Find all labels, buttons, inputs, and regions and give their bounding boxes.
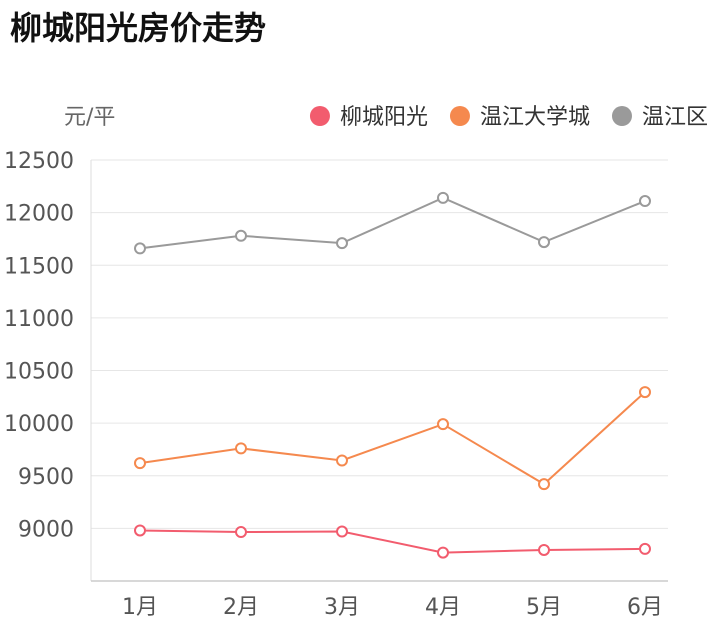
data-point[interactable] (336, 237, 348, 250)
y-tick-label: 11500 (4, 254, 74, 279)
data-point[interactable] (639, 195, 651, 208)
x-tick-label: 3月 (324, 595, 360, 620)
data-point[interactable] (235, 526, 247, 539)
y-axis-unit-label: 元/平 (64, 105, 115, 130)
data-point[interactable] (134, 524, 146, 537)
x-tick-label: 1月 (122, 595, 158, 620)
data-point[interactable] (538, 236, 550, 249)
grid-lines (91, 159, 668, 529)
series-3 (134, 191, 651, 255)
x-tick-label: 6月 (627, 595, 663, 620)
data-point[interactable] (134, 242, 146, 255)
legend-item[interactable]: 柳城阳光 (309, 105, 428, 130)
y-tick-label: 11000 (4, 307, 74, 332)
y-tick-label: 12000 (4, 202, 74, 227)
y-tick-label: 12500 (4, 149, 74, 174)
data-point[interactable] (639, 542, 651, 555)
legend-marker (449, 106, 470, 126)
y-tick-label: 9500 (18, 465, 74, 490)
legend-item[interactable]: 温江大学城 (449, 105, 590, 130)
series-1 (134, 524, 651, 559)
y-tick-label: 10000 (4, 412, 74, 437)
series-2 (134, 386, 651, 491)
data-point[interactable] (538, 543, 550, 556)
x-tick-label: 5月 (526, 595, 562, 620)
data-point[interactable] (437, 546, 449, 559)
data-point[interactable] (235, 229, 247, 242)
data-point[interactable] (235, 442, 247, 455)
data-point[interactable] (134, 457, 146, 470)
page-title: 柳城阳光房价走势 (10, 9, 267, 47)
series-line (139, 196, 646, 250)
series-layer (134, 191, 651, 559)
x-tick-label: 2月 (223, 595, 259, 620)
data-point[interactable] (336, 454, 348, 467)
legend-label: 柳城阳光 (340, 105, 428, 130)
legend-marker (611, 106, 632, 126)
series-line (139, 391, 646, 486)
axes: 12500 12000 11500 11000 10500 10000 9500 9000 1月… (4, 149, 668, 620)
data-point[interactable] (538, 478, 550, 491)
y-tick-label: 10500 (4, 360, 74, 385)
legend: 温江区 温江大学城 柳城阳光 (309, 105, 708, 130)
y-tick-label: 9000 (18, 517, 74, 542)
data-point[interactable] (437, 418, 449, 431)
data-point[interactable] (639, 386, 651, 399)
legend-item[interactable]: 温江区 (611, 105, 708, 130)
x-tick-label: 4月 (425, 595, 461, 620)
data-point[interactable] (437, 191, 449, 204)
legend-label: 温江区 (642, 105, 708, 130)
legend-label: 温江大学城 (480, 105, 590, 130)
legend-marker (309, 106, 330, 126)
data-point[interactable] (336, 525, 348, 538)
series-line (139, 529, 646, 554)
